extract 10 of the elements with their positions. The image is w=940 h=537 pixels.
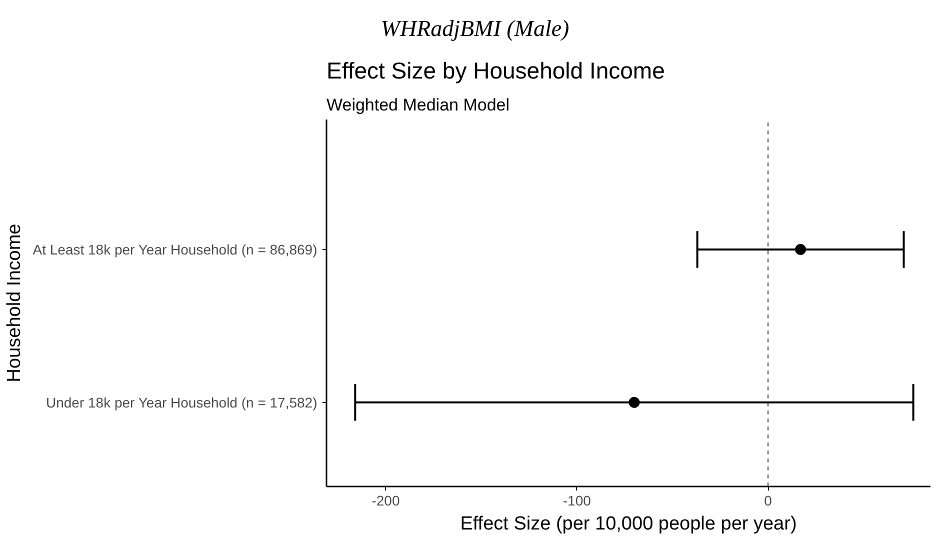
x-tick-label: -100: [562, 492, 592, 508]
y-tick-label: At Least 18k per Year Household (n = 86,869): [32, 241, 318, 258]
x-tick-label: 0: [764, 492, 772, 508]
chart-title: Effect Size by Household Income: [326, 58, 665, 84]
x-tick-label: -200: [372, 492, 400, 508]
chart-subtitle: Weighted Median Model: [326, 96, 510, 114]
y-tick-label: Under 18k per Year Household (n = 17,582): [46, 394, 318, 410]
y-axis-title: Household Income: [4, 224, 25, 382]
x-axis-title: Effect Size (per 10,000 people per year): [460, 514, 797, 534]
text: WHRadjBMI (Male): [380, 15, 570, 43]
